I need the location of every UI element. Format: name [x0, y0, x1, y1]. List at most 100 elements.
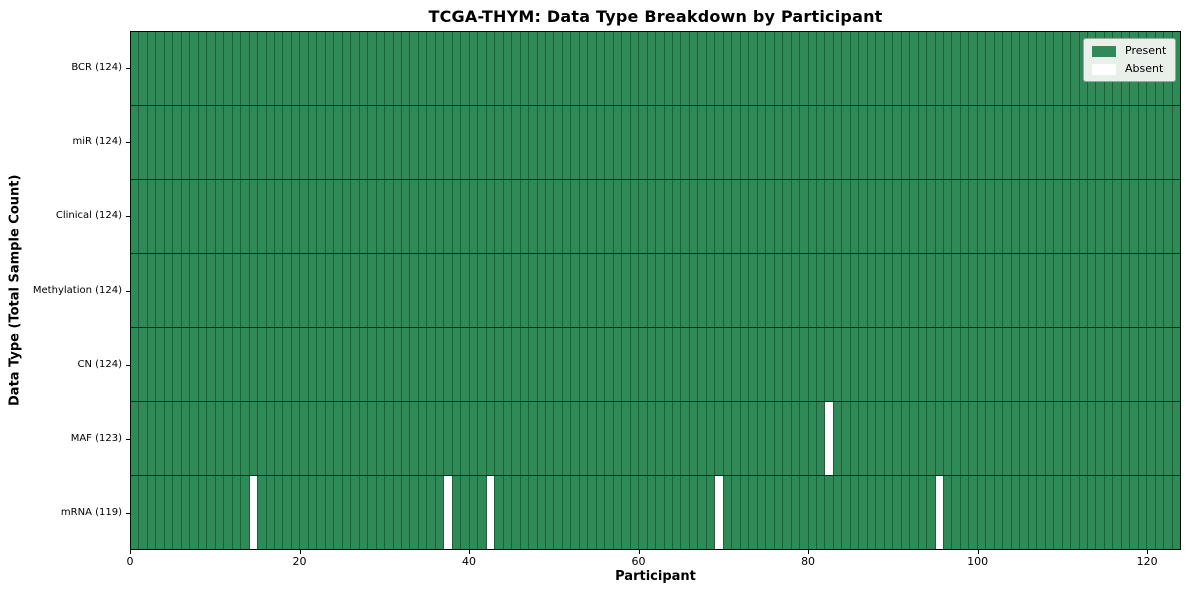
heatmap-cell	[317, 180, 326, 253]
heatmap-cell	[1037, 328, 1046, 401]
heatmap-cell	[927, 476, 936, 549]
heatmap-cell	[791, 476, 801, 549]
heatmap-cell	[266, 106, 275, 179]
heatmap-cell	[1087, 402, 1097, 475]
heatmap-cell	[1130, 106, 1139, 179]
heatmap-cell	[1096, 328, 1105, 401]
plot-area	[130, 31, 1181, 550]
heatmap-cell	[495, 106, 504, 179]
heatmap-cell	[486, 328, 496, 401]
heatmap-cell	[537, 180, 546, 253]
heatmap-cell	[215, 106, 225, 179]
heatmap-cell	[740, 106, 750, 179]
heatmap-cell	[164, 402, 174, 475]
heatmap-cell	[274, 328, 284, 401]
heatmap-cell	[673, 32, 682, 105]
heatmap-cell	[681, 402, 690, 475]
heatmap-cell	[622, 180, 631, 253]
heatmap-cell	[325, 32, 335, 105]
heatmap-cell	[368, 32, 377, 105]
heatmap-cell	[469, 254, 479, 327]
heatmap-cell	[1028, 180, 1038, 253]
heatmap-cell	[291, 106, 301, 179]
heatmap-cell	[1130, 254, 1139, 327]
heatmap-cell	[1130, 476, 1139, 549]
heatmap-cell	[241, 180, 250, 253]
heatmap-cell	[410, 328, 419, 401]
heatmap-cell	[495, 180, 504, 253]
heatmap-cell	[1104, 180, 1114, 253]
heatmap-cell	[952, 106, 961, 179]
heatmap-cell	[249, 32, 259, 105]
heatmap-cell	[266, 180, 275, 253]
heatmap-cell	[385, 106, 394, 179]
heatmap-cell	[1054, 32, 1063, 105]
heatmap-cell	[630, 328, 640, 401]
heatmap-cell	[596, 402, 606, 475]
heatmap-cell	[698, 180, 707, 253]
heatmap-cell	[647, 254, 657, 327]
heatmap-cell	[605, 476, 614, 549]
heatmap-cell	[791, 402, 801, 475]
heatmap-cell	[927, 402, 936, 475]
heatmap-cell	[1121, 476, 1131, 549]
heatmap-cell	[173, 106, 182, 179]
heatmap-cell	[715, 476, 724, 549]
heatmap-cell	[1020, 106, 1029, 179]
heatmap-cell	[351, 32, 360, 105]
y-tick-mark	[126, 216, 130, 218]
heatmap-cell	[503, 106, 513, 179]
legend-item-label: Present	[1125, 44, 1167, 57]
heatmap-cell	[258, 32, 267, 105]
heatmap-cell	[689, 180, 699, 253]
heatmap-cell	[359, 106, 369, 179]
heatmap-cell	[715, 32, 724, 105]
heatmap-cell	[512, 402, 521, 475]
heatmap-cell	[952, 476, 961, 549]
heatmap-cell	[224, 254, 233, 327]
heatmap-cell	[131, 180, 140, 253]
heatmap-cell	[723, 106, 733, 179]
heatmap-cell	[181, 254, 191, 327]
heatmap-cell	[1096, 402, 1105, 475]
heatmap-cell	[1062, 476, 1072, 549]
legend-item-label: Absent	[1125, 62, 1164, 75]
heatmap-cell	[664, 32, 673, 105]
heatmap-cell	[656, 32, 665, 105]
heatmap-cell	[215, 254, 225, 327]
heatmap-cell	[749, 402, 758, 475]
heatmap-cell	[402, 402, 411, 475]
heatmap-cell	[512, 328, 521, 401]
heatmap-cell	[435, 32, 445, 105]
heatmap-cell	[147, 32, 157, 105]
heatmap-cell	[207, 402, 216, 475]
heatmap-cell	[249, 402, 259, 475]
heatmap-cell	[317, 402, 326, 475]
y-tick-mark	[126, 364, 130, 366]
x-tick-label: 120	[1136, 555, 1158, 568]
heatmap-cell	[554, 328, 563, 401]
heatmap-cell	[562, 328, 572, 401]
heatmap-cell	[1045, 106, 1055, 179]
heatmap-cell	[1138, 402, 1148, 475]
heatmap-cell	[317, 476, 326, 549]
heatmap-cell	[1113, 254, 1122, 327]
heatmap-cell	[994, 32, 1004, 105]
heatmap-cell	[1155, 402, 1165, 475]
heatmap-cell	[1147, 402, 1156, 475]
heatmap-cell	[435, 180, 445, 253]
heatmap-cell	[317, 106, 326, 179]
heatmap-cell	[774, 402, 784, 475]
heatmap-cell	[334, 106, 343, 179]
heatmap-cell	[842, 106, 851, 179]
heatmap-cell	[884, 254, 894, 327]
heatmap-cell	[131, 254, 140, 327]
heatmap-cell	[774, 180, 784, 253]
heatmap-cell	[732, 106, 741, 179]
heatmap-cell	[715, 106, 724, 179]
heatmap-cell	[952, 180, 961, 253]
heatmap-cell	[393, 402, 402, 475]
heatmap-cell	[994, 180, 1004, 253]
heatmap-cell	[596, 476, 606, 549]
heatmap-cell	[808, 180, 817, 253]
